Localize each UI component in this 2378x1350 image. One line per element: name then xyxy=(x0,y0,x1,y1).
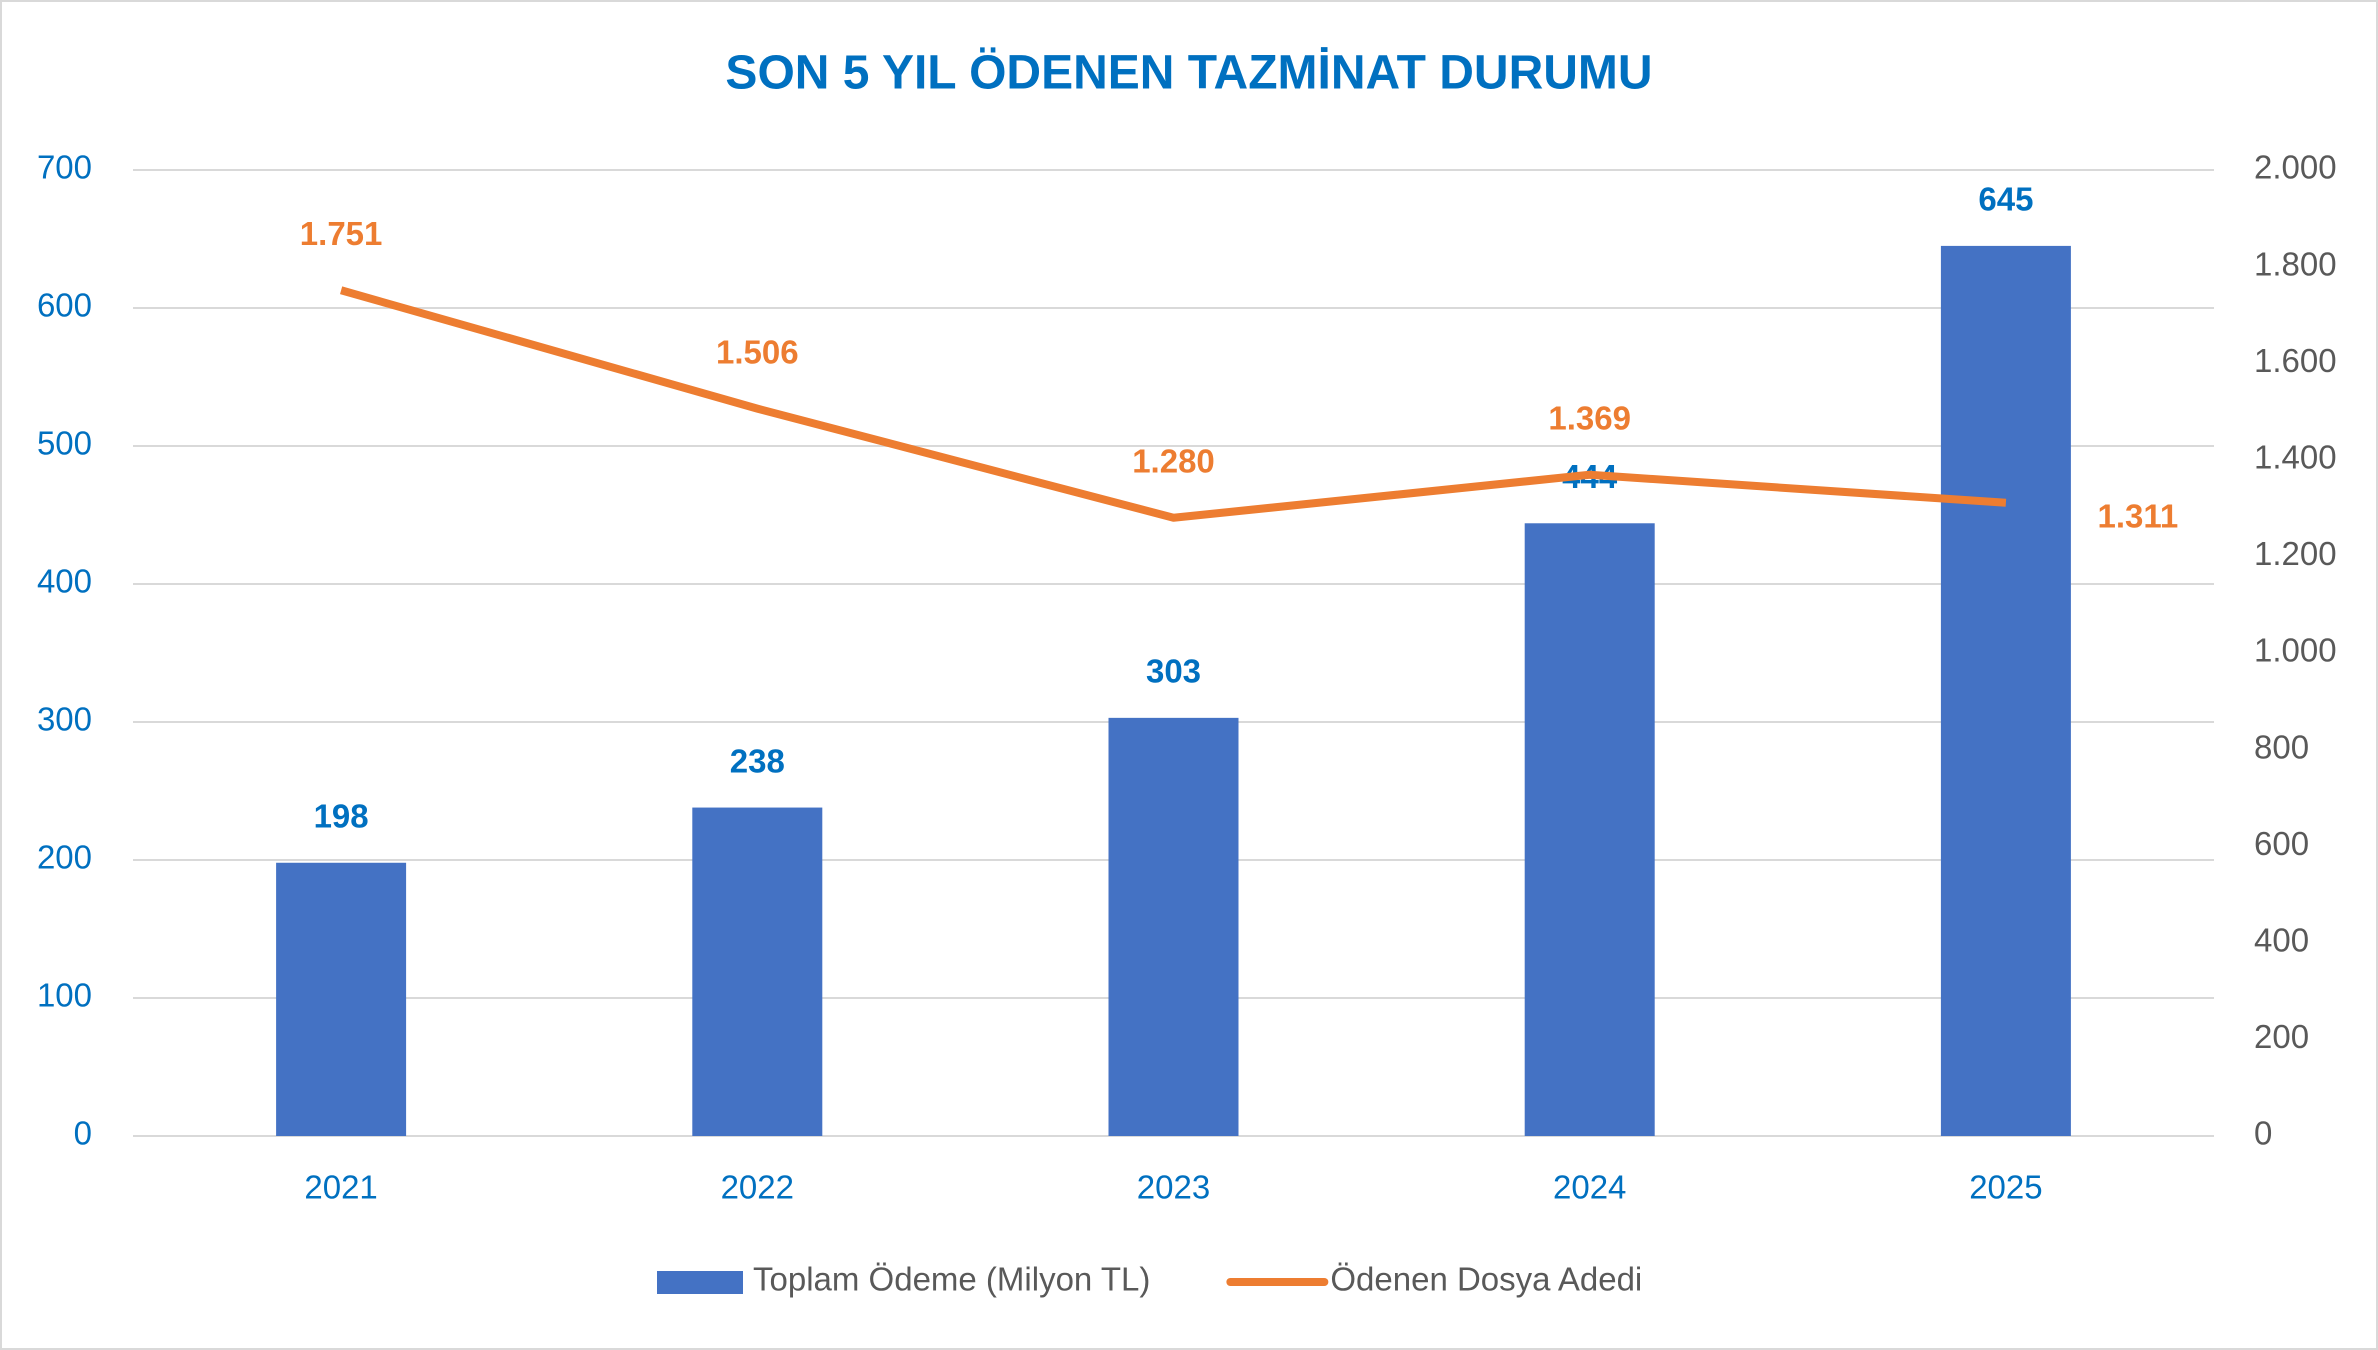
y-tick-label: 400 xyxy=(37,563,92,600)
bar xyxy=(276,862,407,1136)
y-tick-label: 500 xyxy=(37,425,92,462)
x-tick-label: 2022 xyxy=(721,1169,794,1206)
y2-tick-label: 1.400 xyxy=(2254,439,2337,476)
bar-value-label: 645 xyxy=(1978,181,2033,218)
y-tick-label: 300 xyxy=(37,701,92,738)
y2-tick-label: 0 xyxy=(2254,1115,2272,1152)
y2-tick-label: 1.000 xyxy=(2254,632,2337,669)
y2-tick-label: 800 xyxy=(2254,728,2309,765)
bar xyxy=(1108,717,1239,1136)
chart-title: SON 5 YIL ÖDENEN TAZMİNAT DURUMU xyxy=(725,47,1652,100)
y2-tick-label: 200 xyxy=(2254,1018,2309,1055)
x-tick-label: 2021 xyxy=(304,1169,377,1206)
y2-tick-label: 1.200 xyxy=(2254,535,2337,572)
line-value-label: 1.311 xyxy=(2098,498,2179,535)
y-tick-label: 0 xyxy=(74,1115,92,1152)
x-tick-label: 2024 xyxy=(1553,1169,1626,1206)
y-tick-label: 200 xyxy=(37,839,92,876)
y-tick-label: 700 xyxy=(37,149,92,186)
y2-tick-label: 1.800 xyxy=(2254,245,2337,282)
x-tick-label: 2025 xyxy=(1969,1169,2042,1206)
line-value-label: 1.280 xyxy=(1132,442,1215,479)
bar-value-label: 238 xyxy=(730,742,785,779)
line-value-label: 1.751 xyxy=(300,215,383,252)
bar xyxy=(1524,523,1655,1136)
y-tick-label: 100 xyxy=(37,977,92,1014)
legend-swatch xyxy=(657,1271,743,1294)
legend-label: Ödenen Dosya Adedi xyxy=(1330,1261,1642,1298)
bar xyxy=(692,807,823,1136)
line xyxy=(340,286,2007,522)
y2-tick-label: 600 xyxy=(2254,825,2309,862)
bar xyxy=(1940,245,2071,1136)
line-value-label: 1.506 xyxy=(716,333,799,370)
bar-value-label: 198 xyxy=(314,797,369,834)
y2-tick-label: 1.600 xyxy=(2254,342,2337,379)
legend-label: Toplam Ödeme (Milyon TL) xyxy=(753,1261,1150,1298)
bar-value-label: 303 xyxy=(1146,653,1201,690)
x-tick-label: 2023 xyxy=(1137,1169,1210,1206)
line-value-label: 1.369 xyxy=(1548,399,1631,436)
y-tick-label: 600 xyxy=(37,287,92,324)
y2-tick-label: 2.000 xyxy=(2254,149,2337,186)
y2-tick-label: 400 xyxy=(2254,922,2309,959)
